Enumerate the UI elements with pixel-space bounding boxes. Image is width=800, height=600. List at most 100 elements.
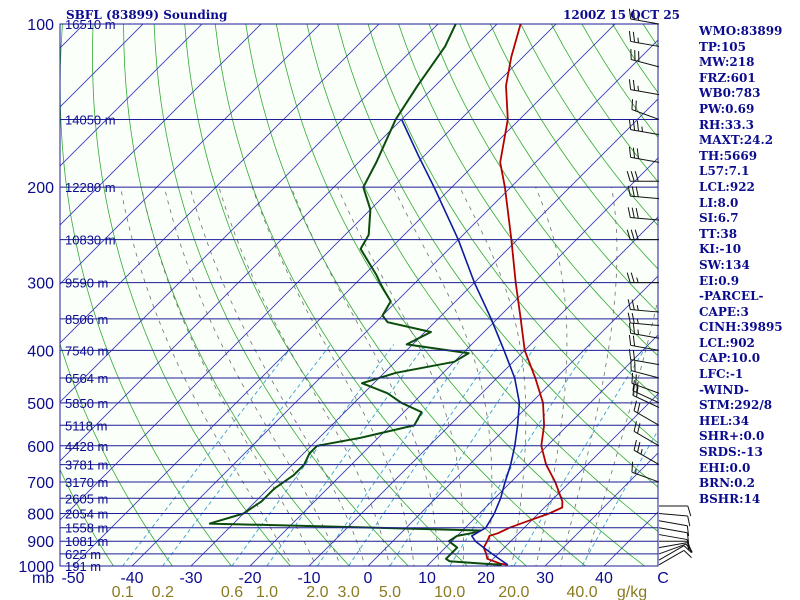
- pressure-tick-label: 1000: [18, 559, 54, 576]
- index-row: TP:105: [699, 39, 747, 54]
- wind-barb-staff: [633, 410, 660, 426]
- wind-barb: [628, 119, 660, 136]
- wind-barb-staff: [658, 527, 688, 534]
- mixing-ratio-tick-label: 3.0: [337, 584, 359, 600]
- wind-barb-staff: [630, 18, 660, 25]
- wind-barb-feather: [628, 119, 632, 130]
- wind-barb-staff: [658, 543, 687, 555]
- wind-barb-feather: [636, 381, 639, 393]
- wind-barb-feather: [632, 79, 636, 91]
- dry-adiabat: [489, 24, 658, 270]
- wind-barb-feather: [630, 171, 635, 182]
- moist-adiabat: [120, 187, 293, 566]
- wind-barb-feather: [637, 423, 641, 434]
- index-row: WMO:83899: [699, 24, 783, 38]
- plot-lines: [60, 24, 658, 566]
- pressure-tick-label: 700: [27, 475, 54, 492]
- index-row: CAPE:3: [699, 304, 749, 319]
- wind-barb-staff: [630, 309, 660, 313]
- index-row: LCL:922: [699, 179, 755, 194]
- wind-barb-feather: [687, 505, 692, 517]
- wind-barb-feather: [687, 515, 691, 527]
- dry-adiabat: [245, 24, 587, 566]
- wind-barb-staff: [630, 129, 660, 136]
- wind-barb-feather: [632, 380, 635, 391]
- wind-barb-staff: [630, 89, 660, 96]
- wind-barb: [627, 185, 660, 200]
- dry-adiabat: [184, 24, 468, 566]
- pressure-tick-label: 200: [27, 180, 54, 197]
- moist-adiabat: [251, 187, 415, 566]
- wind-barb-feather: [637, 402, 641, 413]
- wind-barb: [626, 272, 659, 284]
- wind-barb: [658, 549, 692, 566]
- wind-barb-feather: [683, 545, 692, 554]
- wind-barb-staff: [631, 109, 660, 120]
- wind-barb: [626, 229, 659, 241]
- wind-barb-staff: [632, 390, 660, 404]
- wind-barb: [627, 207, 660, 221]
- wind-barb-staff: [630, 344, 660, 351]
- wind-barb-feather: [630, 272, 635, 283]
- index-row: BRN:0.2: [699, 476, 755, 491]
- wind-barb-feather: [635, 374, 637, 385]
- wind-barb-staff: [630, 332, 660, 339]
- height-label: 4428 m: [65, 439, 108, 454]
- wind-barb-feather: [631, 372, 634, 384]
- wind-barb: [633, 439, 660, 466]
- wind-barb-feather: [631, 313, 635, 324]
- wind-barb-staff: [658, 520, 688, 527]
- wind-barb-feather: [628, 334, 632, 346]
- wind-barb-half-feather: [637, 37, 640, 43]
- wind-barb: [631, 372, 660, 394]
- moist-adiabat: [141, 187, 317, 566]
- wind-barb-half-feather: [641, 126, 643, 132]
- height-label: 2605 m: [65, 491, 108, 506]
- wind-barb-feather: [627, 207, 631, 218]
- wind-barb-staff: [630, 322, 660, 327]
- wind-barb-staff: [630, 195, 660, 200]
- mixing-ratio-tick-label: 10.0: [434, 584, 465, 600]
- wind-barb-staff: [633, 430, 660, 447]
- wind-barb-feather: [631, 207, 635, 218]
- dry-adiabat: [459, 24, 658, 313]
- wind-barb: [633, 400, 660, 426]
- index-row: TH:5669: [699, 148, 758, 163]
- height-label: 191 m: [65, 559, 101, 574]
- wind-barb-feather: [633, 439, 637, 451]
- index-row: BSHR:14: [699, 491, 761, 506]
- temperature-tick-label: 20: [477, 570, 495, 587]
- isotherm: [308, 216, 658, 566]
- wind-barb-staff: [631, 58, 660, 68]
- height-label: 5850 m: [65, 396, 108, 411]
- mixing-ratio-line: [389, 344, 538, 566]
- wind-barb-staff: [631, 370, 660, 379]
- wind-barb-feather: [628, 322, 632, 334]
- wind-barb-feather: [628, 79, 632, 90]
- isotherm: [60, 24, 439, 403]
- wind-barb-feather: [628, 146, 632, 158]
- y-axis-label: mb: [32, 570, 54, 587]
- mixing-ratio-tick-label: 0.2: [152, 584, 174, 600]
- index-row: CINH:39895: [699, 320, 783, 335]
- chart-title: SBFL (83899) Sounding: [66, 8, 228, 22]
- wind-barb: [626, 171, 659, 182]
- wind-barb: [630, 49, 660, 68]
- index-row: KI:-10: [699, 242, 742, 257]
- mixing-ratio-tick-label: 1.0: [256, 584, 278, 600]
- isotherm: [60, 24, 557, 521]
- wind-barb-feather: [628, 349, 632, 360]
- index-row: MAXT:24.2: [699, 133, 774, 148]
- temperature-tick-label: 30: [536, 570, 554, 587]
- isotherm: [426, 334, 658, 566]
- dry-adiabat: [92, 24, 291, 566]
- index-row: STM:292/8: [699, 398, 773, 413]
- wind-barb-feather: [632, 147, 636, 159]
- wind-barb: [628, 8, 660, 25]
- wind-barb-feather: [635, 100, 637, 111]
- wind-barb-feather: [686, 539, 690, 550]
- wind-barb-feather: [632, 31, 636, 43]
- mixing-ratio-tick-label: 0.6: [221, 584, 243, 600]
- mixing-ratio-tick-label: 0.1: [112, 584, 134, 600]
